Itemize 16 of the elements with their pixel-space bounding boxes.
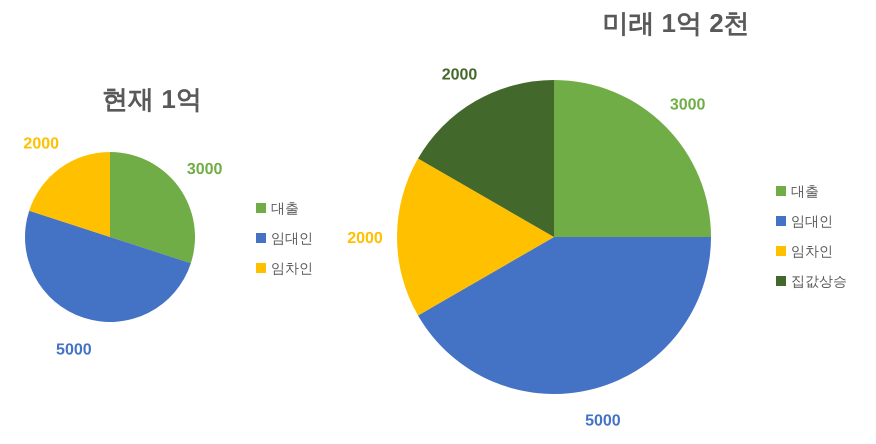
data-label: 5000 [585,412,621,430]
legend-label: 임대인 [271,230,313,246]
legend-label: 집값상승 [791,273,847,289]
chart-title: 현재 1억 [102,84,202,114]
data-label: 3000 [186,161,223,178]
data-label: 2000 [442,66,478,84]
data-label: 3000 [670,96,706,114]
legend-label: 대출 [271,200,299,216]
data-label: 2000 [23,135,60,152]
data-label: 2000 [347,230,383,247]
chart-title: 미래 1억 2천 [602,8,750,38]
data-label: 5000 [56,341,92,358]
legend-label: 임차인 [271,260,313,276]
legend-label: 임차인 [791,243,833,259]
legend-label: 임대인 [791,213,833,229]
legend-label: 대출 [791,183,819,199]
